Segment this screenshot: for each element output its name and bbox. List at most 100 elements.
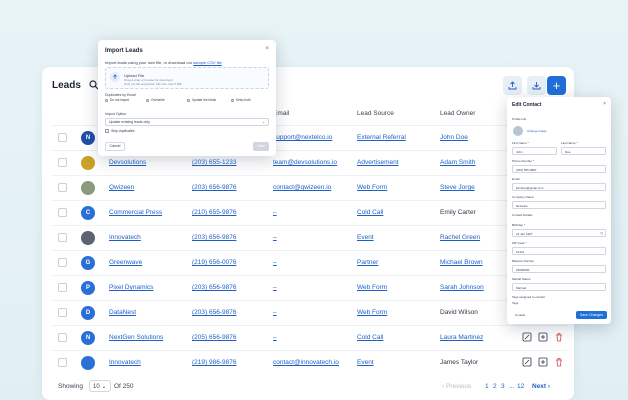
edit-icon[interactable] (522, 332, 532, 342)
lead-owner[interactable]: John Doe (440, 134, 468, 141)
marital-field[interactable]: Married (512, 283, 606, 291)
company-name[interactable]: NextGen Solutions (109, 334, 164, 341)
table-row[interactable]: D DataNest (203) 656-9876 – Web Form David Wi… (52, 300, 567, 325)
lead-owner[interactable]: Laura Martinez (440, 334, 484, 341)
add-lead-button[interactable]: + (547, 76, 566, 95)
add-icon[interactable] (538, 357, 548, 367)
email-address[interactable]: contact@qwizeen.io (273, 184, 332, 191)
save-changes-button[interactable]: Save Changes (576, 311, 607, 319)
phone-number[interactable]: (203) 656-9876 (192, 309, 237, 316)
lead-owner[interactable]: Steve Jorge (440, 184, 475, 191)
company-field[interactable]: Nextelco (512, 201, 606, 209)
phone-number[interactable]: (203) 656-9876 (192, 184, 237, 191)
table-row[interactable]: C Commercial Press (210) 655-9876 – Cold Cal… (52, 200, 567, 225)
lead-owner[interactable]: Rachel Green (440, 234, 481, 241)
company-name[interactable]: Innovatech (109, 234, 141, 241)
search-icon[interactable] (89, 80, 99, 90)
edit-icon[interactable] (522, 357, 532, 367)
lead-owner[interactable]: Emily Carter (440, 209, 476, 216)
table-row[interactable]: Innovatech (219) 986-9876 contact@innovate… (52, 350, 567, 375)
close-icon[interactable]: × (265, 46, 269, 52)
tag-chip[interactable]: Contact (515, 313, 526, 317)
add-icon[interactable] (538, 332, 548, 342)
change-image-link[interactable]: Change Image (527, 129, 547, 133)
phone-number[interactable]: (203) 656-9876 (192, 234, 237, 241)
row-checkbox[interactable] (58, 283, 67, 292)
email-address[interactable]: support@nextelco.io (273, 134, 333, 141)
company-name[interactable]: DataNest (109, 309, 137, 316)
phone-field[interactable]: (203) 555-0987 (512, 165, 606, 173)
phone-number[interactable]: (219) 656-0076 (192, 259, 237, 266)
email-address[interactable]: – (273, 309, 277, 316)
lead-owner[interactable]: David Wilson (440, 309, 478, 316)
email-address[interactable]: – (273, 334, 277, 341)
lead-owner[interactable]: James Taylor (440, 359, 479, 366)
table-row[interactable]: G Greenwave (219) 656-0076 – Partner Michael … (52, 250, 567, 275)
first-name-field[interactable]: John (512, 147, 557, 155)
per-page-select[interactable]: 10 ⌄ (89, 380, 111, 392)
delete-icon[interactable] (554, 332, 564, 342)
radio-keep-both[interactable]: Keep both (231, 98, 251, 102)
last-name-field[interactable]: Doe (561, 147, 606, 155)
upload-dropzone[interactable]: Upload File Drag & drop or browse for do… (105, 67, 269, 89)
row-checkbox[interactable] (58, 233, 67, 242)
company-name[interactable]: Innovatech (109, 359, 141, 366)
import-button[interactable] (527, 76, 546, 95)
tags-sub-label: Tags (512, 301, 519, 305)
phone-number[interactable]: (219) 986-9876 (192, 359, 237, 366)
next-button[interactable]: Next › (532, 383, 551, 390)
close-icon[interactable]: × (603, 101, 606, 107)
email-field[interactable]: johndoe@gmail.com (512, 183, 606, 191)
row-checkbox[interactable] (58, 308, 67, 317)
email-address[interactable]: – (273, 259, 277, 266)
import-option-select[interactable]: Update existing leads only ⌄ (105, 118, 269, 126)
lead-owner[interactable]: Sarah Johnson (440, 284, 484, 291)
company-name[interactable]: Devsolutions (109, 159, 147, 166)
balance-field[interactable]: 23000000 (512, 265, 606, 273)
email-address[interactable]: team@devsolutions.io (273, 159, 338, 166)
page-1[interactable]: 1 (485, 383, 489, 390)
cancel-button[interactable]: Cancel (105, 142, 125, 151)
next-import-button[interactable]: Next (253, 142, 269, 151)
previous-button[interactable]: ‹ Previous (442, 383, 472, 390)
page-2[interactable]: 2 (493, 383, 497, 390)
lead-owner[interactable]: Michael Brown (440, 259, 483, 266)
company-name[interactable]: Greenwave (109, 259, 143, 266)
row-checkbox[interactable] (58, 183, 67, 192)
email-address[interactable]: – (273, 284, 277, 291)
row-checkbox[interactable] (58, 208, 67, 217)
table-row[interactable]: N NextGen Solutions (205) 656-9876 – Cold Ca… (52, 325, 567, 350)
row-checkbox[interactable] (58, 333, 67, 342)
company-name[interactable]: Qwizeen (109, 184, 135, 191)
page-3[interactable]: 3 (501, 383, 505, 390)
email-address[interactable]: – (273, 234, 277, 241)
row-checkbox[interactable] (58, 358, 67, 367)
phone-number[interactable]: (210) 655-9876 (192, 209, 237, 216)
table-row[interactable]: Devsolutions (203) 655-1233 team@devsoluti… (52, 150, 567, 175)
zip-field[interactable]: 12121 (512, 247, 606, 255)
email-address[interactable]: contact@innovatech.io (273, 359, 339, 366)
company-name[interactable]: Commercial Press (109, 209, 163, 216)
table-row[interactable]: Qwizeen (203) 656-9876 contact@qwizeen.io W… (52, 175, 567, 200)
phone-number[interactable]: (203) 656-9876 (192, 284, 237, 291)
row-checkbox[interactable] (58, 258, 67, 267)
delete-icon[interactable] (554, 357, 564, 367)
row-checkbox[interactable] (58, 158, 67, 167)
company-name[interactable]: Pixel Dynamics (109, 284, 154, 291)
skip-duplicates-checkbox[interactable]: Skip duplicates (105, 129, 135, 133)
lead-owner[interactable]: Adam Smith (440, 159, 476, 166)
birthday-field[interactable]: 21 Jan 1997 ◷ (512, 229, 606, 237)
radio-update-blank[interactable]: Update the blank (187, 98, 216, 102)
radio-overwrite[interactable]: Overwrite (146, 98, 165, 102)
phone-number[interactable]: (205) 656-9876 (192, 334, 237, 341)
sample-csv-link[interactable]: sample CSV file (193, 60, 222, 65)
radio-do-not-import[interactable]: Do not import (105, 98, 129, 102)
email-address[interactable]: – (273, 209, 277, 216)
page-12[interactable]: 12 (517, 383, 525, 390)
row-checkbox[interactable] (58, 133, 67, 142)
export-button[interactable] (503, 76, 522, 95)
phone-number[interactable]: (203) 655-1233 (192, 159, 237, 166)
table-row[interactable]: P Pixel Dynamics (203) 656-9876 – Web Form Sa… (52, 275, 567, 300)
table-row[interactable]: Innovatech (203) 656-9876 – Event Rachel Gre… (52, 225, 567, 250)
